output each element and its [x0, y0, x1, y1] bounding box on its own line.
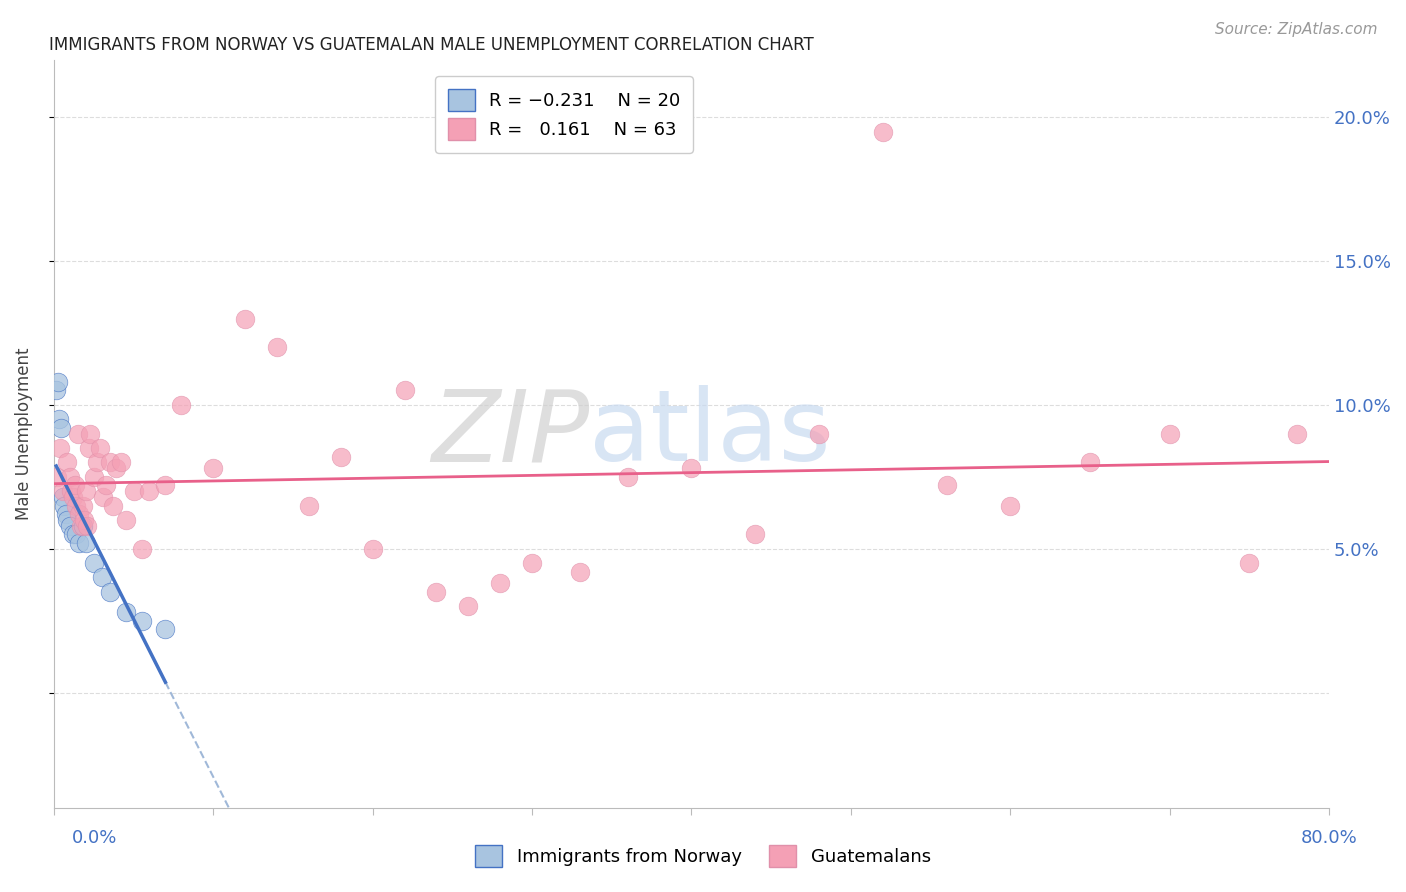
- Point: [70, 518, 93, 533]
- Point: [77, 441, 100, 455]
- Point: [75, 536, 97, 550]
- Text: 80.0%: 80.0%: [1301, 829, 1357, 847]
- Point: [202, 461, 225, 475]
- Point: [110, 455, 132, 469]
- Point: [170, 398, 193, 412]
- Point: [52, 490, 75, 504]
- Point: [46, 469, 69, 483]
- Point: [425, 584, 447, 599]
- Point: [1239, 556, 1261, 570]
- Text: 0.0%: 0.0%: [72, 829, 117, 847]
- Point: [48, 412, 70, 426]
- Point: [65, 499, 87, 513]
- Point: [79, 426, 101, 441]
- Point: [394, 384, 416, 398]
- Point: [53, 499, 76, 513]
- Point: [233, 311, 256, 326]
- Point: [96, 478, 118, 492]
- Point: [73, 513, 96, 527]
- Point: [76, 518, 98, 533]
- Point: [83, 556, 105, 570]
- Point: [329, 450, 352, 464]
- Point: [616, 469, 638, 483]
- Point: [1159, 426, 1181, 441]
- Point: [114, 513, 136, 527]
- Point: [105, 461, 128, 475]
- Point: [1000, 499, 1022, 513]
- Point: [1286, 426, 1309, 441]
- Point: [101, 499, 124, 513]
- Point: [72, 499, 94, 513]
- Legend: R = −0.231    N = 20, R =   0.161    N = 63: R = −0.231 N = 20, R = 0.161 N = 63: [434, 76, 693, 153]
- Text: IMMIGRANTS FROM NORWAY VS GUATEMALAN MALE UNEMPLOYMENT CORRELATION CHART: IMMIGRANTS FROM NORWAY VS GUATEMALAN MAL…: [49, 36, 814, 54]
- Point: [1078, 455, 1101, 469]
- Point: [266, 340, 288, 354]
- Point: [63, 478, 86, 492]
- Point: [155, 478, 177, 492]
- Point: [98, 455, 121, 469]
- Point: [872, 124, 894, 138]
- Point: [66, 426, 89, 441]
- Point: [457, 599, 479, 614]
- Point: [59, 469, 82, 483]
- Point: [131, 541, 153, 556]
- Point: [49, 421, 72, 435]
- Point: [52, 484, 75, 499]
- Point: [62, 490, 84, 504]
- Point: [361, 541, 384, 556]
- Point: [90, 570, 112, 584]
- Point: [744, 527, 766, 541]
- Point: [86, 455, 108, 469]
- Point: [122, 484, 145, 499]
- Point: [91, 490, 114, 504]
- Point: [89, 441, 111, 455]
- Point: [72, 518, 94, 533]
- Text: ZIP: ZIP: [432, 385, 589, 482]
- Point: [55, 507, 77, 521]
- Point: [155, 622, 177, 636]
- Legend: Immigrants from Norway, Guatemalans: Immigrants from Norway, Guatemalans: [468, 838, 938, 874]
- Point: [55, 455, 77, 469]
- Point: [131, 614, 153, 628]
- Point: [56, 513, 79, 527]
- Point: [67, 536, 90, 550]
- Point: [808, 426, 831, 441]
- Point: [98, 584, 121, 599]
- Point: [67, 507, 90, 521]
- Point: [46, 375, 69, 389]
- Point: [83, 469, 105, 483]
- Point: [568, 565, 591, 579]
- Point: [60, 484, 83, 499]
- Text: Source: ZipAtlas.com: Source: ZipAtlas.com: [1215, 22, 1378, 37]
- Point: [45, 384, 67, 398]
- Point: [935, 478, 957, 492]
- Text: atlas: atlas: [589, 385, 831, 482]
- Point: [62, 527, 84, 541]
- Point: [49, 441, 72, 455]
- Point: [65, 527, 87, 541]
- Point: [520, 556, 543, 570]
- Point: [59, 518, 82, 533]
- Y-axis label: Male Unemployment: Male Unemployment: [15, 347, 32, 520]
- Point: [138, 484, 160, 499]
- Point: [114, 605, 136, 619]
- Point: [681, 461, 703, 475]
- Point: [489, 576, 512, 591]
- Point: [298, 499, 321, 513]
- Point: [75, 484, 97, 499]
